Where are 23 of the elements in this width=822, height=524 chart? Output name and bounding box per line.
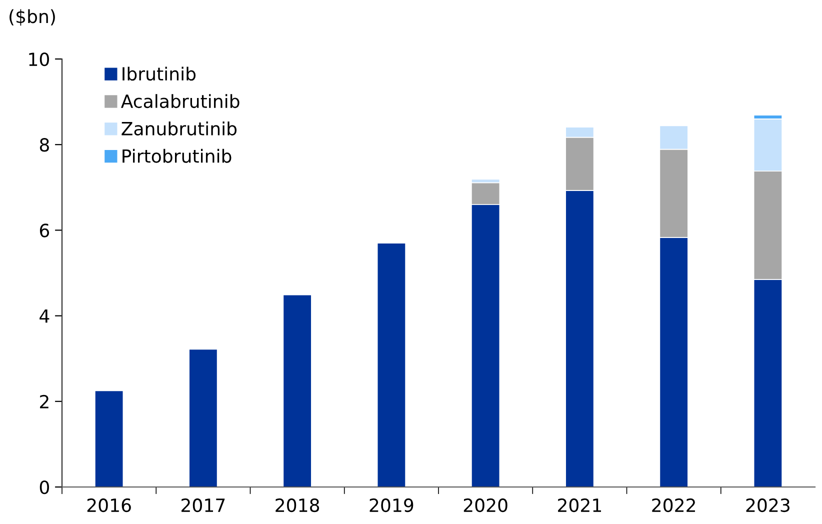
bar [376, 242, 406, 487]
y-tick-label: 2 [40, 394, 48, 408]
x-tick-label: 2023 [746, 498, 790, 512]
y-tick-label: 6 [40, 224, 50, 238]
legend-label: Ibrutinib [122, 66, 196, 81]
y-tick-label: 10 [29, 52, 49, 66]
x-tick-label: 2017 [182, 498, 225, 512]
y-tick-label: 8 [40, 138, 49, 152]
bar [282, 294, 312, 487]
x-tick-label: 2019 [370, 498, 414, 512]
bar [188, 348, 218, 487]
x-tick-label: 2021 [558, 498, 601, 512]
x-tick-label: 2022 [652, 498, 695, 512]
y-tick-label: 0 [40, 480, 49, 494]
x-tick-label: 2018 [276, 498, 320, 512]
x-tick-label: 2020 [464, 498, 508, 512]
bar [94, 390, 124, 487]
legend-label: Acalabrutinib [120, 94, 240, 108]
x-tick-label: 2016 [87, 498, 131, 512]
legend-label: Zanubrutinib [122, 122, 237, 136]
legend-label: Pirtobrutinib [122, 148, 232, 163]
y-axis-title: ($bn) [10, 9, 55, 26]
y-tick-label: 4 [40, 309, 50, 323]
